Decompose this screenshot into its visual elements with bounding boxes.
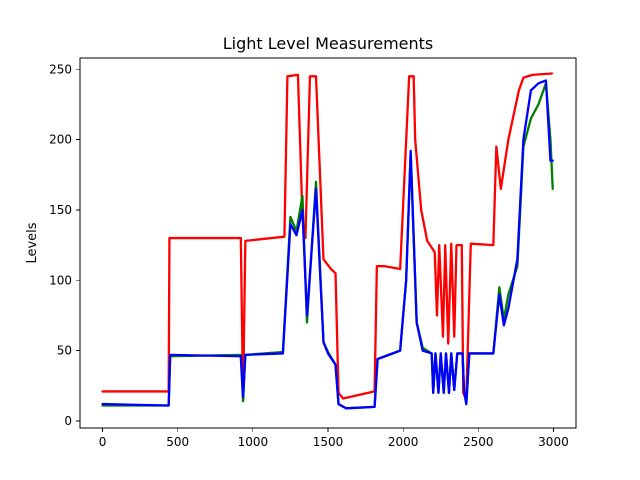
- series-line-0: [101, 72, 554, 402]
- y-tick-label: 0: [64, 414, 72, 428]
- x-tick-label: 2500: [463, 435, 494, 449]
- x-tick-label: 1000: [238, 435, 269, 449]
- x-tick-label: 3000: [538, 435, 569, 449]
- series-layer: [101, 72, 554, 410]
- chart-title: Light Level Measurements: [223, 34, 434, 53]
- y-tick-label: 100: [49, 273, 72, 287]
- x-tick-label: 1500: [313, 435, 344, 449]
- x-tick-label: 500: [166, 435, 189, 449]
- plot-frame: [79, 57, 577, 429]
- x-tick-label: 0: [99, 435, 107, 449]
- y-tick-label: 200: [49, 133, 72, 147]
- x-tick-label: 2000: [388, 435, 419, 449]
- y-tick-label: 250: [49, 62, 72, 76]
- y-tick-label: 50: [57, 344, 72, 358]
- series-line-2: [101, 79, 554, 410]
- y-axis-ticks: 0 50 100 150 200 250: [49, 62, 80, 428]
- y-axis-label: Levels: [25, 222, 40, 263]
- y-tick-label: 150: [49, 203, 72, 217]
- x-axis-ticks: 0 500 1000 1500 2000 2500 3000: [99, 428, 569, 449]
